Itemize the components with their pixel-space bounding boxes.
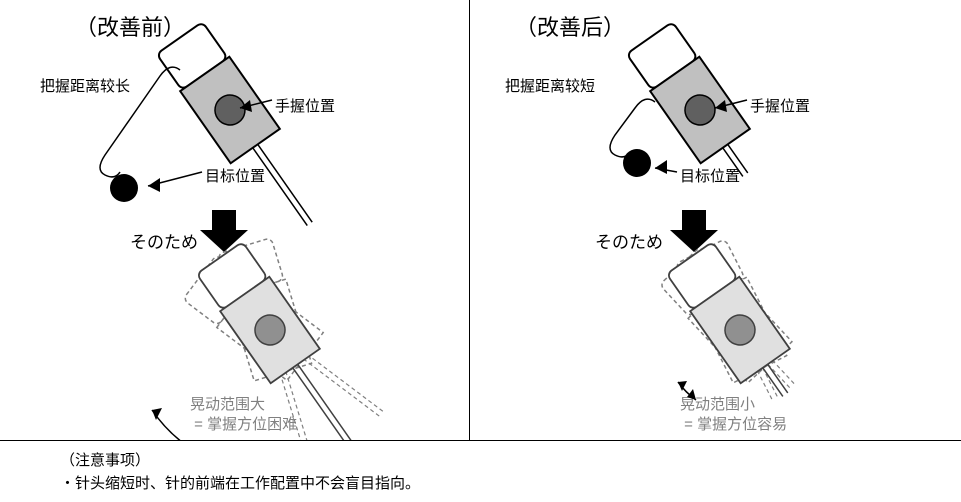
diagram-after-svg xyxy=(470,0,961,440)
target-dot-before xyxy=(110,174,138,202)
panel-before: （改善前） 把握距离较长 手握位置 目标位置 そのため 晃动范围大 = 掌握方位… xyxy=(0,0,469,440)
target-arrow-head xyxy=(655,160,667,174)
grip-bracket-after xyxy=(610,99,655,157)
diagram-before-svg xyxy=(0,0,469,440)
swing-center xyxy=(195,241,374,440)
bottom-swing-group-before xyxy=(182,237,399,440)
grip-bracket-before xyxy=(100,67,180,177)
target-arrow-head xyxy=(148,178,160,192)
panel-after: （改善后） 把握距离较短 手握位置 目标位置 そのため 晃动范围小 = 掌握方位… xyxy=(469,0,961,440)
swing-arc-before xyxy=(152,408,200,440)
top-syringe-before xyxy=(155,21,334,241)
notes-section: （注意事项） ・针头缩短时、针的前端在工作配置中不会盲目指向。 xyxy=(60,450,420,495)
notes-heading: （注意事项） xyxy=(60,450,420,473)
bottom-rule xyxy=(0,440,961,441)
figure-container: （改善前） 把握距离较长 手握位置 目标位置 そのため 晃动范围大 = 掌握方位… xyxy=(0,0,961,502)
notes-bullet: ・针头缩短时、针的前端在工作配置中不会盲目指向。 xyxy=(60,473,420,496)
needle-line-2 xyxy=(258,144,312,222)
needle-line-1 xyxy=(253,148,307,226)
target-dot-after xyxy=(623,149,651,177)
swing-arc-after xyxy=(678,381,696,400)
